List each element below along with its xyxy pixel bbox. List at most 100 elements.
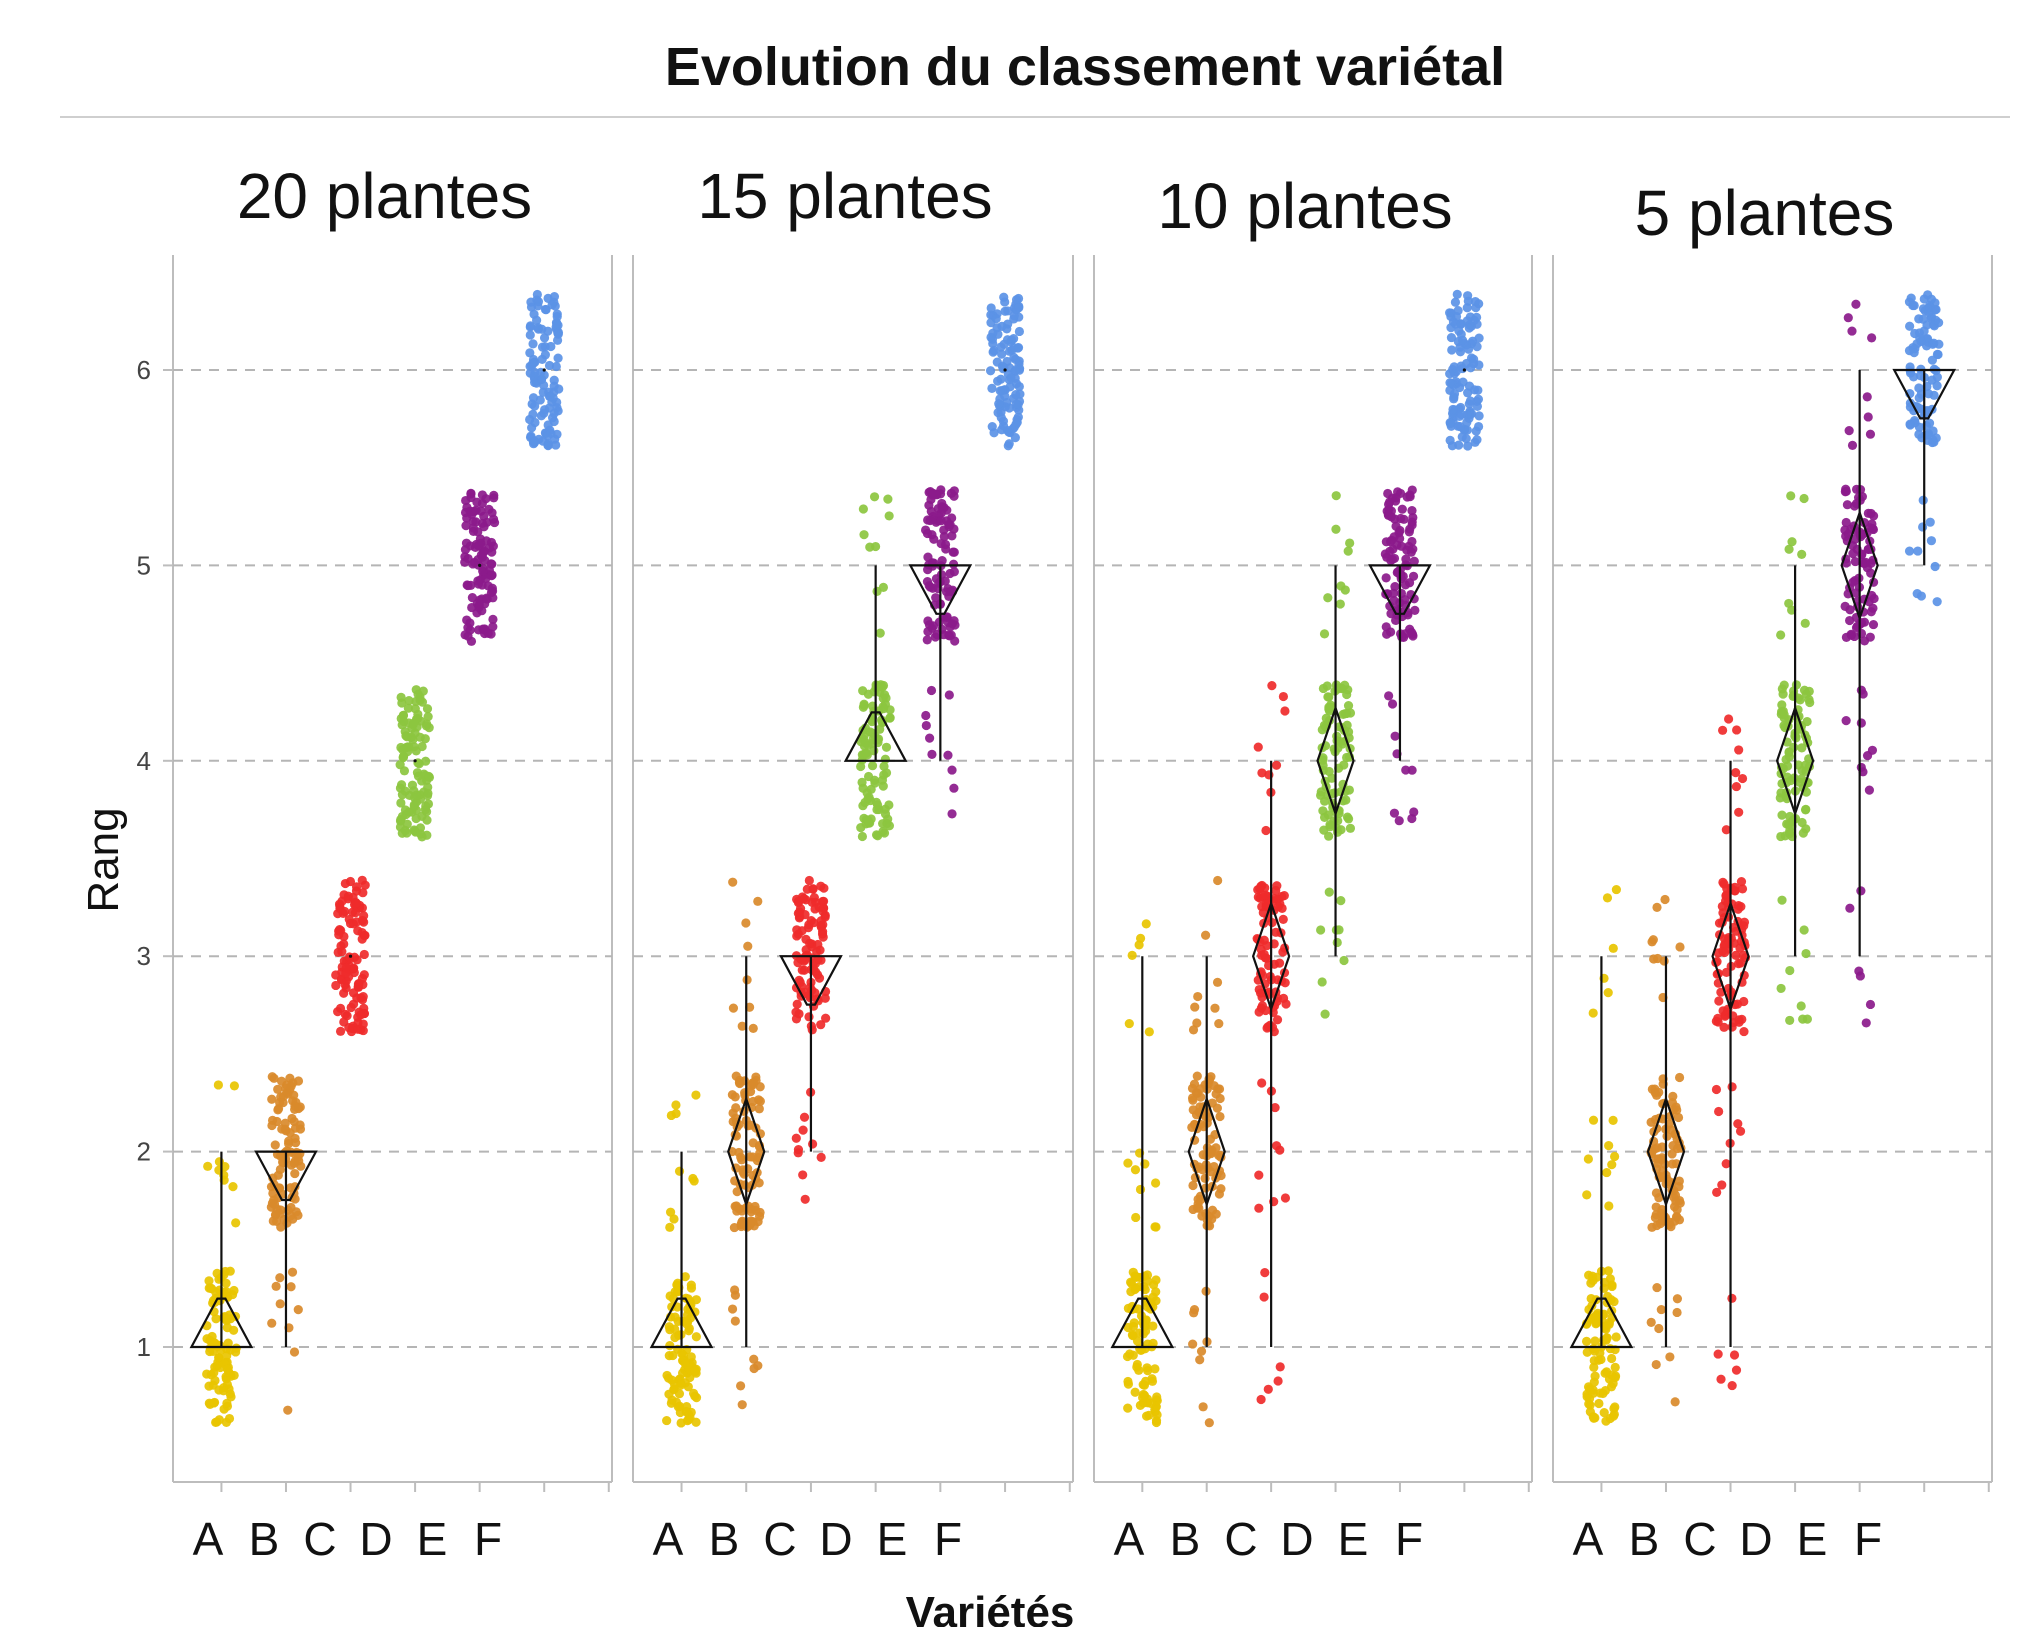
data-point <box>1408 544 1418 554</box>
data-point <box>1651 1154 1662 1164</box>
data-point <box>801 945 811 955</box>
data-point <box>1463 388 1473 398</box>
data-point <box>1604 1201 1614 1211</box>
data-point <box>740 1088 750 1098</box>
data-point <box>927 749 937 759</box>
data-point <box>1717 1180 1727 1190</box>
data-point <box>1604 1140 1614 1151</box>
data-point <box>409 718 419 728</box>
data-point <box>816 881 826 891</box>
data-point <box>989 345 999 356</box>
data-point <box>809 893 819 903</box>
data-point <box>1652 1282 1662 1293</box>
data-point <box>1193 1194 1203 1204</box>
data-point <box>997 349 1007 359</box>
data-point <box>1215 1093 1225 1104</box>
data-point <box>1607 1353 1617 1364</box>
data-point <box>1188 1180 1198 1191</box>
data-point <box>1797 817 1807 828</box>
data-point <box>730 1316 740 1326</box>
data-point <box>1842 500 1852 510</box>
data-point <box>1859 636 1870 646</box>
data-point <box>468 516 478 527</box>
data-point <box>1332 937 1342 948</box>
data-point <box>1606 1295 1616 1305</box>
data-point <box>1776 831 1786 842</box>
data-point <box>1713 1349 1723 1359</box>
data-point <box>1863 412 1873 422</box>
data-point <box>1861 1018 1871 1028</box>
data-point <box>1849 501 1860 511</box>
data-point <box>999 292 1009 302</box>
data-point <box>1779 713 1789 723</box>
data-point <box>202 1369 212 1379</box>
data-point <box>801 934 811 944</box>
data-point <box>1797 743 1807 753</box>
data-point <box>1733 904 1743 914</box>
data-point <box>467 602 477 613</box>
data-point <box>271 1281 281 1291</box>
data-point <box>204 1283 214 1293</box>
x-tick-label: F <box>1395 1513 1423 1565</box>
data-point <box>1386 555 1396 566</box>
data-point <box>1841 517 1851 528</box>
data-point <box>1135 1400 1145 1411</box>
data-point <box>1588 1008 1598 1018</box>
data-point <box>222 1314 232 1324</box>
data-point <box>1384 691 1394 701</box>
data-point <box>525 321 536 331</box>
data-point <box>941 544 951 554</box>
data-point <box>1410 605 1420 616</box>
data-point <box>543 439 554 449</box>
violin-shape <box>1187 1095 1226 1208</box>
x-tick-label: E <box>1338 1513 1369 1565</box>
data-point <box>461 521 471 531</box>
data-point <box>1212 977 1223 987</box>
data-point <box>1409 556 1419 566</box>
data-point <box>1343 546 1353 556</box>
panel-title: 15 plantes <box>697 160 992 232</box>
data-point <box>737 1216 747 1226</box>
data-point <box>1445 435 1455 445</box>
data-point <box>1343 814 1354 824</box>
data-point <box>337 975 347 985</box>
data-point <box>1868 619 1879 630</box>
data-point <box>488 614 498 624</box>
data-point <box>1856 718 1866 728</box>
data-point <box>948 559 959 569</box>
data-point <box>1472 435 1482 445</box>
data-point <box>1674 1182 1684 1192</box>
data-point <box>1279 891 1289 901</box>
data-point <box>1713 1017 1723 1027</box>
data-point <box>1934 318 1944 328</box>
data-point <box>1841 486 1851 496</box>
data-point <box>1002 425 1013 436</box>
data-point <box>397 698 407 708</box>
data-point <box>880 809 891 819</box>
data-point <box>941 516 952 526</box>
data-point <box>1407 765 1417 775</box>
data-point <box>1923 389 1934 399</box>
data-point <box>881 742 892 752</box>
data-point <box>949 547 959 557</box>
violin-shape <box>1646 1095 1686 1208</box>
data-point <box>1667 1159 1678 1169</box>
data-point <box>738 1165 748 1175</box>
violin-point <box>348 954 353 958</box>
data-point <box>947 531 957 541</box>
data-point <box>792 999 802 1009</box>
data-point <box>359 949 369 960</box>
data-point <box>1589 1362 1599 1372</box>
data-point <box>946 630 956 640</box>
data-point <box>331 980 341 991</box>
data-point <box>939 531 949 542</box>
data-point <box>460 544 471 555</box>
data-point <box>669 1214 679 1224</box>
data-point <box>923 552 933 562</box>
data-point <box>356 1010 366 1020</box>
data-point <box>791 1007 801 1017</box>
data-point <box>1866 558 1876 568</box>
violin-shape <box>727 1095 766 1208</box>
data-point <box>483 581 493 591</box>
series-E <box>908 485 973 819</box>
